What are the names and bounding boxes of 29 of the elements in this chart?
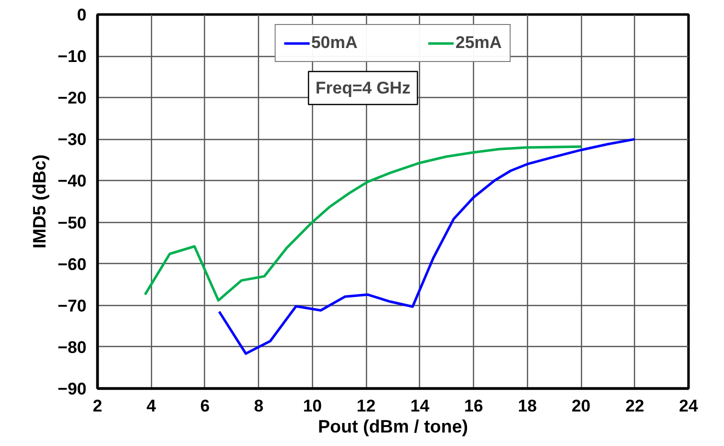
x-tick-label: 2: [92, 396, 102, 416]
y-tick-label: −30: [58, 130, 87, 150]
y-tick-label: −50: [58, 213, 87, 232]
line-series: [144, 145, 582, 302]
y-tick-label: −40: [58, 172, 87, 191]
y-tick-label: −20: [58, 88, 87, 108]
x-tick-label: 8: [254, 396, 264, 416]
x-tick-label: 22: [625, 396, 644, 416]
x-tick-label: 20: [572, 396, 591, 416]
x-tick-label: 18: [518, 396, 537, 416]
y-axis-title: IMD5 (dBc): [30, 154, 50, 248]
x-tick-label: 10: [302, 396, 322, 416]
x-tick-label: 14: [410, 396, 430, 416]
y-tick-label: −10: [58, 47, 87, 66]
y-tick-label: −60: [58, 254, 87, 274]
x-tick-label: 4: [146, 396, 156, 416]
x-tick-label: 24: [679, 396, 698, 416]
x-tick-label: 6: [200, 396, 210, 416]
line-series: [218, 138, 636, 355]
y-tick-label: −90: [58, 380, 87, 398]
y-tick-label: −80: [58, 338, 87, 357]
legend-label: 25mA: [456, 33, 502, 53]
y-tick-label: 0: [77, 6, 87, 24]
y-tick-label: −70: [58, 296, 87, 316]
x-tick-label: 16: [464, 396, 484, 416]
x-axis-title: Pout (dBm / tone): [318, 416, 468, 436]
x-tick-label: 12: [356, 396, 376, 416]
legend-label: 50mA: [311, 33, 358, 53]
annotation: Freq=4 GHz: [316, 78, 410, 98]
